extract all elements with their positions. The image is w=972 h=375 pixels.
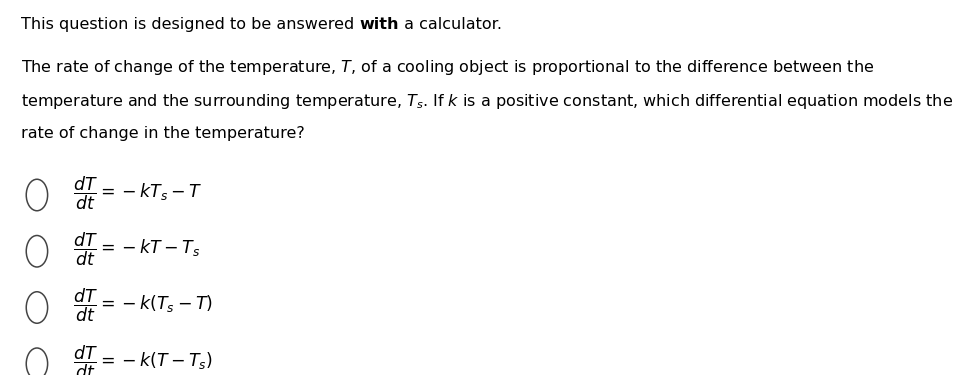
Text: The rate of change of the temperature, $T$, of a cooling object is proportional : The rate of change of the temperature, $… [21,58,875,77]
Text: $\dfrac{dT}{dt} = -k(T_s - T)$: $\dfrac{dT}{dt} = -k(T_s - T)$ [73,287,213,324]
Text: $\dfrac{dT}{dt} = -kT_s - T$: $\dfrac{dT}{dt} = -kT_s - T$ [73,174,202,212]
Text: a calculator.: a calculator. [399,17,503,32]
Text: rate of change in the temperature?: rate of change in the temperature? [21,126,305,141]
Text: temperature and the surrounding temperature, $T_s$. If $k$ is a positive constan: temperature and the surrounding temperat… [21,92,954,111]
Text: with: with [360,17,399,32]
Text: $\dfrac{dT}{dt} = -kT - T_s$: $\dfrac{dT}{dt} = -kT - T_s$ [73,231,200,268]
Text: $\dfrac{dT}{dt} = -k(T - T_s)$: $\dfrac{dT}{dt} = -k(T - T_s)$ [73,343,213,375]
Text: This question is designed to be answered: This question is designed to be answered [21,17,360,32]
